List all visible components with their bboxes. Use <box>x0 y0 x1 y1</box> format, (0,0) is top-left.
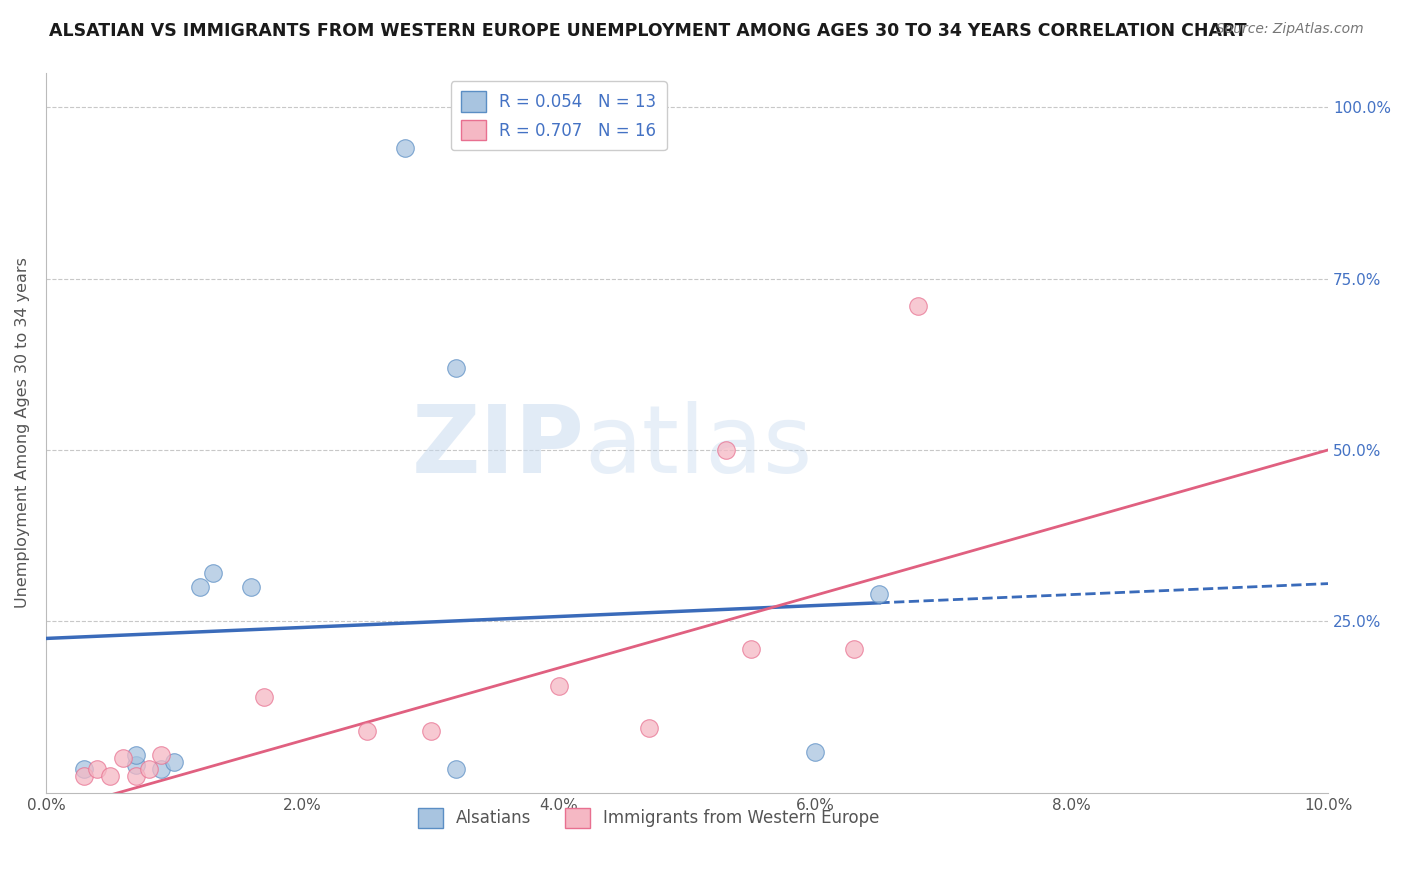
Point <box>714 442 737 457</box>
Point <box>842 641 865 656</box>
Point <box>125 747 148 762</box>
Point <box>394 141 416 155</box>
Point <box>125 758 148 772</box>
Text: ZIP: ZIP <box>412 401 585 493</box>
Point <box>907 299 929 313</box>
Point <box>868 587 890 601</box>
Point <box>111 751 134 765</box>
Point <box>150 747 173 762</box>
Point <box>201 566 224 581</box>
Point <box>240 580 263 594</box>
Point <box>740 641 762 656</box>
Text: atlas: atlas <box>585 401 813 493</box>
Text: ALSATIAN VS IMMIGRANTS FROM WESTERN EUROPE UNEMPLOYMENT AMONG AGES 30 TO 34 YEAR: ALSATIAN VS IMMIGRANTS FROM WESTERN EURO… <box>49 22 1247 40</box>
Point <box>138 762 160 776</box>
Point <box>86 762 108 776</box>
Text: Source: ZipAtlas.com: Source: ZipAtlas.com <box>1216 22 1364 37</box>
Point <box>73 762 96 776</box>
Point <box>547 680 569 694</box>
Point <box>446 360 468 375</box>
Point <box>446 762 468 776</box>
Point <box>419 723 441 738</box>
Point <box>804 745 827 759</box>
Point <box>356 723 378 738</box>
Point <box>73 768 96 782</box>
Point <box>150 762 173 776</box>
Point <box>188 580 211 594</box>
Y-axis label: Unemployment Among Ages 30 to 34 years: Unemployment Among Ages 30 to 34 years <box>15 258 30 608</box>
Legend: Alsatians, Immigrants from Western Europe: Alsatians, Immigrants from Western Europ… <box>411 801 886 835</box>
Point <box>98 768 121 782</box>
Point <box>253 690 276 704</box>
Point <box>637 721 659 735</box>
Point <box>163 755 186 769</box>
Point <box>125 768 148 782</box>
